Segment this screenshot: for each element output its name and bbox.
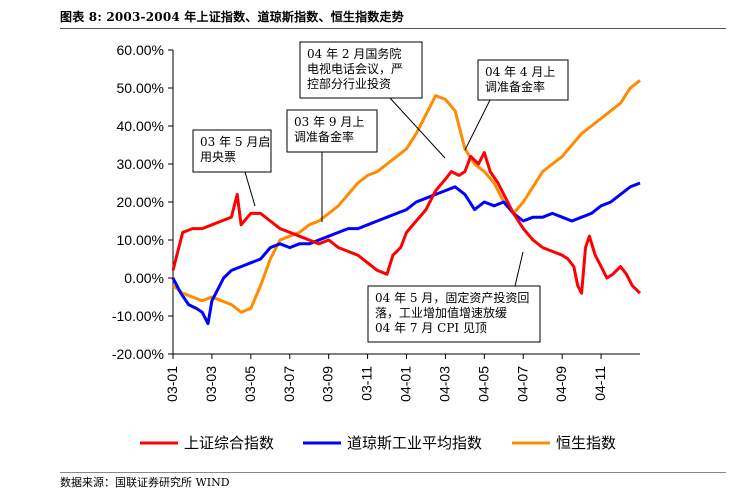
x-tick-label: 04-01 [398,366,414,402]
annotation-text: 控部分行业投资 [307,76,391,91]
y-tick-label: -20.00% [112,346,164,362]
chart-title: 图表 8: 2003-2004 年上证指数、道琼斯指数、恒生指数走势 [60,10,404,24]
series-line-hangseng [172,79,641,314]
x-tick-label: 04-07 [514,366,530,402]
annotation-pointer [464,99,491,151]
y-tick-label: 40.00% [117,118,164,134]
annotation-box [286,109,378,153]
legend-label: 恒生指数 [556,434,616,452]
y-tick-label: 20.00% [117,194,164,210]
x-tick-label: 03-11 [359,366,375,401]
annotation-text: 04 年 5 月，固定资产投资回 [375,290,529,305]
y-tick-label: 60.00% [117,42,164,58]
annotation-text: 用央票 [200,150,236,164]
y-tick-label: 0.00% [124,270,164,286]
annotation-text: 落，工业增加值增速放缓 [375,305,507,320]
x-tick-label: 03-03 [203,366,219,402]
annotation-pointer [389,97,446,159]
annotation-text: 04 年 7 月 CPI 见顶 [375,321,487,335]
annotation-text: 03 年 9 月上 [294,115,364,129]
x-tick-label: 04-11 [592,366,608,401]
annotation-text: 调准备金率 [294,129,354,144]
annotation-text: 04 年 4 月上 [485,65,555,79]
y-tick-label: 30.00% [117,156,164,172]
annotation-text: 电视电话会议，严 [307,61,403,76]
legend-label: 道琼斯工业平均指数 [347,434,482,452]
annotation-pointer [514,251,524,287]
data-source: 数据来源：国联证券研究所 WIND [60,476,230,489]
annotation-text: 调准备金率 [485,79,545,94]
annotation-pointer [244,171,256,207]
annotation-text: 03 年 5 月启 [200,135,270,149]
x-tick-label: 03-07 [281,366,297,402]
x-tick-label: 03-09 [320,366,336,402]
legend-label: 上证综合指数 [184,434,274,452]
title-divider [60,28,726,29]
y-tick-label: 50.00% [117,80,164,96]
series-line-shanghai [171,151,642,295]
y-tick-label: 10.00% [117,232,164,248]
annotation-box [192,129,272,173]
source-divider [60,472,726,473]
x-tick-label: 03-05 [242,366,258,402]
x-tick-label: 03-01 [164,366,180,402]
annotation-box [477,59,569,101]
x-tick-label: 04-03 [436,366,452,402]
annotation-box [367,285,541,343]
x-tick-label: 04-05 [475,366,491,402]
y-tick-label: -10.00% [112,308,164,324]
series-line-dowjones [171,181,641,326]
annotation-box [299,41,423,99]
annotation-text: 04 年 2 月国务院 [307,46,401,61]
x-tick-label: 04-09 [553,366,569,402]
